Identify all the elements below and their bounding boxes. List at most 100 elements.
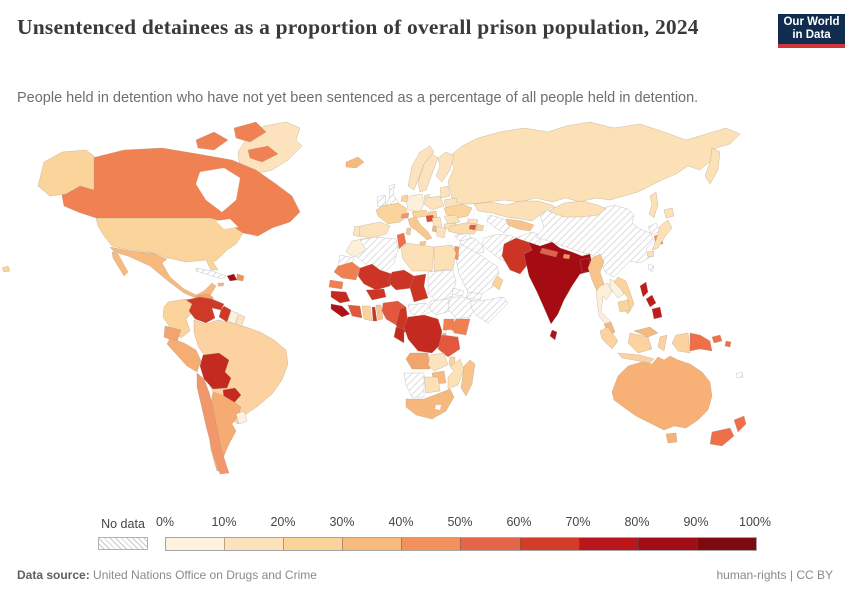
country-tunisia[interactable] — [396, 232, 407, 250]
country-solomon-islands[interactable] — [724, 340, 732, 348]
country-chile[interactable] — [196, 372, 230, 475]
country-indonesia-borneo[interactable] — [627, 332, 653, 354]
country-italy-sicily[interactable] — [419, 240, 427, 246]
country-papua-new-guinea[interactable] — [689, 332, 713, 352]
country-taiwan[interactable] — [647, 263, 655, 273]
country-madagascar[interactable] — [460, 359, 476, 397]
country-russia[interactable] — [447, 121, 741, 205]
country-turkmenistan[interactable] — [486, 214, 511, 234]
footer-ccby-link[interactable]: CC BY — [796, 568, 833, 582]
country-australia[interactable] — [611, 355, 713, 431]
country-finland[interactable] — [435, 151, 455, 183]
country-somalia[interactable] — [469, 296, 509, 324]
country-greece[interactable] — [435, 226, 447, 239]
country-georgia[interactable] — [467, 218, 479, 225]
country-australia-tasmania[interactable] — [665, 432, 678, 444]
country-new-zealand-north[interactable] — [733, 415, 747, 433]
country-japan-kyushu[interactable] — [646, 250, 655, 258]
country-switzerland[interactable] — [400, 212, 410, 219]
country-sweden[interactable] — [417, 153, 439, 193]
country-indonesia-sulawesi[interactable] — [657, 334, 668, 352]
country-indonesia-papua[interactable] — [671, 332, 691, 354]
country-italy-sardinia[interactable] — [405, 227, 412, 236]
legend-segment[interactable] — [696, 538, 756, 550]
country-sudan[interactable] — [427, 269, 457, 303]
legend-segment[interactable] — [224, 538, 284, 550]
country-namibia[interactable] — [403, 372, 425, 398]
country-guyana[interactable] — [218, 305, 232, 323]
country-benin[interactable] — [375, 304, 384, 321]
country-guinea[interactable] — [330, 290, 351, 304]
country-philippines-mindanao[interactable] — [651, 306, 663, 320]
country-nepal[interactable] — [539, 247, 559, 258]
country-suriname[interactable] — [227, 310, 239, 325]
country-bhutan[interactable] — [562, 253, 571, 260]
country-japan-hokkaido[interactable] — [663, 207, 675, 219]
country-myanmar[interactable] — [587, 253, 605, 295]
country-uruguay[interactable] — [235, 410, 248, 425]
country-russia-sakhalin[interactable] — [648, 191, 659, 219]
country-philippines-visayas[interactable] — [645, 294, 657, 308]
country-portugal[interactable] — [352, 225, 361, 238]
country-canada-arctic-3[interactable] — [247, 145, 279, 163]
country-spain[interactable] — [355, 221, 391, 239]
country-ivory-coast[interactable] — [347, 304, 363, 319]
country-senegal[interactable] — [328, 279, 344, 290]
country-philippines-luzon[interactable] — [639, 281, 649, 298]
country-usa-alaska[interactable] — [37, 149, 95, 197]
footer-rights-link[interactable]: human-rights — [716, 568, 787, 582]
legend-segment[interactable] — [342, 538, 402, 550]
country-iceland[interactable] — [345, 156, 365, 169]
country-benelux[interactable] — [400, 194, 409, 203]
country-bolivia[interactable] — [199, 352, 232, 390]
country-oman[interactable] — [491, 275, 504, 291]
country-angola[interactable] — [405, 352, 431, 370]
country-drc[interactable] — [403, 314, 443, 354]
country-poland[interactable] — [423, 195, 445, 211]
country-russia-kamchatka[interactable] — [704, 147, 721, 185]
country-serbia-balkans[interactable] — [431, 216, 443, 228]
country-eritrea[interactable] — [451, 287, 465, 297]
country-yemen[interactable] — [465, 291, 483, 301]
country-chad[interactable] — [409, 273, 429, 303]
country-libya[interactable] — [400, 242, 435, 272]
country-azerbaijan[interactable] — [475, 223, 485, 232]
country-germany[interactable] — [405, 193, 425, 213]
country-new-caledonia[interactable] — [735, 371, 744, 379]
country-mexico-baja[interactable] — [111, 251, 129, 277]
country-baltics[interactable] — [439, 185, 451, 199]
country-sri-lanka[interactable] — [549, 329, 558, 341]
country-central-african-republic[interactable] — [407, 302, 433, 318]
country-uzbekistan[interactable] — [505, 218, 535, 232]
legend-segment[interactable] — [637, 538, 697, 550]
country-malaysia-borneo[interactable] — [633, 326, 659, 338]
country-french-guiana[interactable] — [235, 313, 246, 328]
country-kenya[interactable] — [451, 318, 471, 336]
country-cambodia[interactable] — [617, 299, 631, 313]
country-egypt[interactable] — [433, 244, 457, 272]
country-canada-arctic-1[interactable] — [195, 131, 229, 151]
country-mauritania[interactable] — [333, 261, 361, 281]
country-south-sudan[interactable] — [429, 298, 451, 316]
country-venezuela[interactable] — [185, 296, 225, 324]
country-indonesia-java[interactable] — [617, 352, 655, 364]
country-tanzania[interactable] — [437, 334, 461, 358]
country-thailand[interactable] — [595, 282, 613, 327]
country-burkina-faso[interactable] — [365, 288, 387, 301]
country-mexico[interactable] — [109, 246, 217, 300]
country-png-new-britain[interactable] — [711, 334, 723, 344]
legend-segment[interactable] — [519, 538, 579, 550]
country-new-zealand-south[interactable] — [709, 427, 735, 447]
country-norway[interactable] — [407, 145, 435, 191]
owid-logo[interactable]: Our World in Data — [778, 14, 845, 48]
country-ukraine[interactable] — [443, 203, 473, 219]
country-france[interactable] — [375, 202, 409, 225]
country-jamaica[interactable] — [217, 282, 225, 287]
country-botswana[interactable] — [423, 376, 441, 394]
legend-segment[interactable] — [460, 538, 520, 550]
country-armenia[interactable] — [468, 224, 477, 231]
legend-segment[interactable] — [166, 538, 225, 550]
country-sierra-leone-liberia[interactable] — [330, 303, 351, 318]
legend-no-data-swatch[interactable] — [98, 537, 148, 550]
country-congo-gabon[interactable] — [393, 326, 405, 344]
